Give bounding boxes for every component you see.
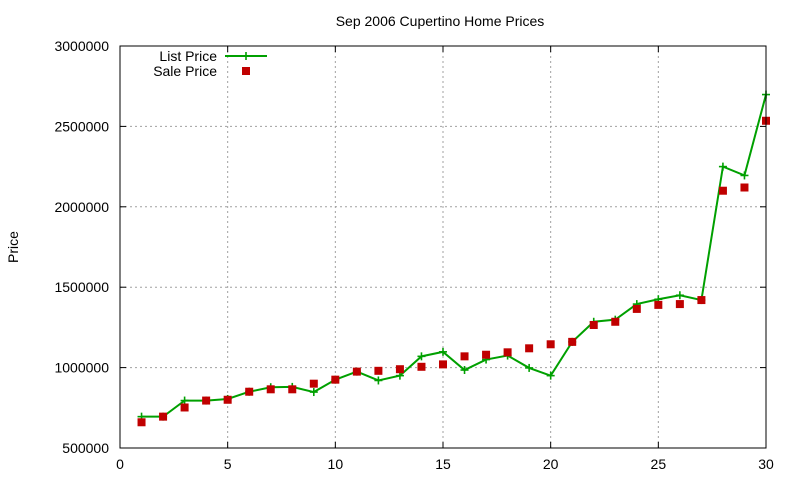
sale-price-point (180, 403, 189, 412)
sale-price-point (331, 375, 340, 384)
list-price-point (718, 162, 727, 171)
legend-swatch-list-price (225, 52, 267, 60)
sale-price-point (202, 396, 211, 405)
y-axis-tick-labels: 500000 1000000 1500000 2000000 2500000 300000… (54, 38, 109, 456)
sale-price-point (395, 365, 404, 374)
x-tick-label: 15 (435, 456, 451, 472)
list-price-point (439, 347, 447, 356)
series-layer (137, 90, 770, 427)
legend-marker-sale-price (242, 67, 250, 75)
list-price-point (417, 352, 426, 361)
sale-price-point (245, 387, 254, 396)
legend-marker-list-price (242, 52, 250, 60)
axis-ticks (119, 45, 767, 449)
y-axis-label: Price (5, 231, 21, 263)
y-tick-label: 2500000 (54, 118, 109, 134)
list-price-point (546, 371, 555, 380)
list-price-point (740, 171, 749, 180)
list-price-point (180, 396, 189, 405)
x-tick-label: 25 (651, 456, 667, 472)
chart-title: Sep 2006 Cupertino Home Prices (336, 13, 545, 29)
y-tick-label: 2000000 (54, 199, 109, 215)
y-tick-label: 500000 (62, 440, 109, 456)
sale-price-point (675, 300, 684, 309)
x-tick-label: 10 (328, 456, 344, 472)
sale-price-point (309, 379, 318, 388)
x-tick-label: 0 (116, 456, 124, 472)
sale-price-point (740, 183, 749, 192)
legend-swatch-sale-price (242, 67, 250, 75)
sale-price-point (159, 412, 168, 421)
sale-price-point (632, 304, 641, 313)
list-price-point (309, 388, 318, 397)
sale-price-point (589, 320, 598, 329)
sale-price-point (525, 344, 534, 353)
list-price-point (374, 376, 383, 385)
legend-label-sale-price: Sale Price (153, 63, 217, 79)
legend-label-list-price: List Price (159, 48, 217, 64)
sale-price-point (482, 350, 491, 359)
x-tick-label: 30 (758, 456, 774, 472)
legend: List Price Sale Price (153, 48, 267, 79)
sale-price-point (266, 385, 275, 394)
sale-price-point (718, 186, 727, 195)
x-tick-label: 5 (224, 456, 232, 472)
list-price-point (460, 366, 469, 375)
sale-price-point (697, 296, 706, 305)
sale-price-point (503, 348, 512, 357)
sale-price-point (223, 395, 232, 404)
sale-price-point (137, 418, 146, 427)
sale-price-point (654, 300, 663, 309)
sale-price-point (460, 352, 469, 361)
y-tick-label: 1500000 (54, 279, 109, 295)
x-tick-label: 20 (543, 456, 559, 472)
list-price-point (525, 363, 534, 372)
sale-price-point (611, 317, 620, 326)
series-line-list-price (141, 94, 767, 418)
y-tick-label: 3000000 (54, 38, 109, 54)
sale-price-point (352, 367, 361, 376)
sale-price-point (417, 362, 426, 371)
y-tick-label: 1000000 (54, 360, 109, 376)
sale-price-point (374, 366, 383, 375)
sale-price-point (546, 340, 555, 349)
sale-price-point (568, 337, 577, 346)
x-axis-tick-labels: 0 5 10 15 20 25 30 (116, 456, 774, 472)
sale-price-point (288, 385, 297, 394)
grid-lines (120, 46, 766, 448)
list-price-point (675, 291, 684, 300)
sale-price-point (439, 360, 447, 369)
